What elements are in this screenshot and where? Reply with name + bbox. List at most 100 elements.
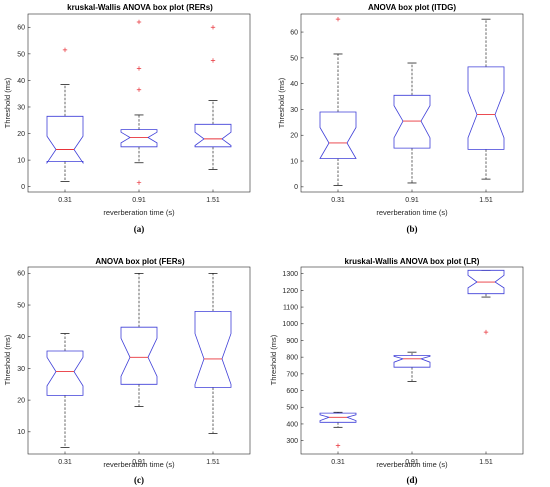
x-tick-label: 0.31 — [331, 197, 345, 204]
y-tick-label: 700 — [286, 371, 298, 378]
chart-title: ANOVA box plot (ITDG) — [368, 3, 456, 12]
panel-label: (a) — [134, 224, 145, 234]
notched-box — [120, 129, 158, 148]
chart-title: kruskal-Wallis ANOVA box plot (LR) — [345, 257, 480, 266]
x-axis-label: reverberation time (s) — [376, 460, 448, 469]
y-tick-label: 60 — [290, 29, 298, 36]
y-axis-label: Threshold (ms) — [269, 334, 278, 385]
y-tick-label: 20 — [17, 398, 25, 405]
y-tick-label: 30 — [17, 366, 25, 373]
notched-box — [319, 412, 357, 423]
x-axis-label: reverberation time (s) — [103, 460, 175, 469]
box-1.51 — [194, 25, 232, 170]
y-tick-label: 40 — [17, 78, 25, 85]
y-axis-label: Threshold (ms) — [277, 77, 286, 128]
box-0.31 — [319, 411, 357, 448]
box-1.51 — [467, 269, 505, 335]
box-0.31 — [319, 16, 357, 186]
x-tick-label: 0.91 — [132, 197, 146, 204]
y-tick-label: 30 — [17, 104, 25, 111]
box-0.31 — [46, 47, 84, 182]
outlier-marker — [136, 19, 142, 25]
y-tick-label: 30 — [290, 107, 298, 114]
x-tick-label: 0.31 — [331, 459, 345, 466]
box-0.91 — [393, 351, 431, 382]
outlier-marker — [136, 87, 142, 92]
chart-title: ANOVA box plot (FERs) — [95, 257, 185, 266]
y-axis-label: Threshold (ms) — [3, 334, 12, 385]
plot-area — [27, 13, 251, 193]
notched-box — [467, 269, 505, 295]
box-0.31 — [46, 333, 84, 449]
notched-box — [194, 123, 232, 148]
y-tick-label: 1300 — [282, 271, 298, 278]
box-0.91 — [393, 62, 431, 184]
y-tick-label: 1000 — [282, 321, 298, 328]
y-tick-label: 60 — [17, 271, 25, 278]
y-tick-label: 1100 — [283, 304, 298, 311]
y-tick-label: 0 — [21, 184, 25, 191]
x-tick-label: 0.91 — [405, 459, 419, 466]
outlier-marker — [210, 25, 216, 30]
x-tick-label: 1.51 — [479, 459, 493, 466]
y-axis-label: Threshold (ms) — [3, 77, 12, 128]
y-tick-label: 50 — [290, 55, 298, 62]
panel-label: (c) — [134, 475, 144, 485]
y-tick-label: 50 — [17, 302, 25, 309]
panel-c: ANOVA box plot (FERs) Threshold (ms) rev… — [3, 257, 251, 485]
panel-label: (b) — [407, 224, 418, 234]
panel-b: ANOVA box plot (ITDG) Threshold (ms) rev… — [277, 3, 524, 234]
outlier-marker — [483, 329, 489, 335]
notched-box — [194, 310, 232, 388]
notched-box — [467, 66, 505, 150]
x-tick-label: 0.31 — [58, 459, 72, 466]
x-tick-label: 0.31 — [58, 197, 72, 204]
panel-d: kruskal-Wallis ANOVA box plot (LR) Thres… — [269, 257, 524, 485]
y-tick-label: 500 — [286, 405, 298, 412]
y-tick-label: 800 — [286, 355, 298, 362]
y-tick-label: 40 — [290, 81, 298, 88]
y-tick-label: 20 — [290, 133, 298, 140]
y-tick-label: 600 — [286, 388, 298, 395]
x-axis-label: reverberation time (s) — [376, 208, 448, 217]
box-1.51 — [194, 272, 232, 434]
outlier-marker — [335, 16, 341, 22]
x-tick-label: 1.51 — [479, 197, 493, 204]
box-0.91 — [120, 272, 158, 407]
y-tick-label: 300 — [286, 438, 298, 445]
x-axis-label: reverberation time (s) — [103, 208, 175, 217]
outlier-marker — [335, 443, 341, 448]
x-tick-label: 0.91 — [132, 459, 146, 466]
y-tick-label: 10 — [17, 158, 25, 165]
y-tick-label: 1200 — [282, 288, 298, 295]
y-tick-label: 900 — [286, 338, 298, 345]
y-tick-label: 60 — [17, 25, 25, 32]
y-tick-label: 20 — [17, 131, 25, 138]
outlier-marker — [210, 58, 216, 63]
panel-a: kruskal-Wallis ANOVA box plot (RERs) Thr… — [3, 3, 251, 234]
notched-box — [46, 350, 84, 396]
outlier-marker — [136, 180, 142, 185]
box-0.91 — [120, 19, 158, 185]
plot-area — [300, 266, 524, 455]
y-tick-label: 0 — [294, 184, 298, 191]
box-1.51 — [467, 18, 505, 180]
notched-box — [393, 94, 431, 149]
x-tick-label: 0.91 — [405, 197, 419, 204]
y-tick-label: 10 — [290, 158, 298, 165]
x-tick-label: 1.51 — [206, 197, 220, 204]
chart-title: kruskal-Wallis ANOVA box plot (RERs) — [67, 3, 213, 12]
y-tick-label: 50 — [17, 51, 25, 58]
notched-box — [393, 355, 431, 368]
outlier-marker — [62, 47, 68, 53]
notched-box — [46, 115, 84, 165]
y-tick-label: 400 — [286, 421, 298, 428]
notched-box — [319, 111, 357, 159]
y-tick-label: 10 — [17, 429, 25, 436]
outlier-marker — [136, 66, 142, 71]
y-tick-label: 40 — [17, 334, 25, 341]
notched-box — [120, 326, 158, 385]
x-tick-label: 1.51 — [206, 459, 220, 466]
panel-label: (d) — [407, 475, 418, 485]
